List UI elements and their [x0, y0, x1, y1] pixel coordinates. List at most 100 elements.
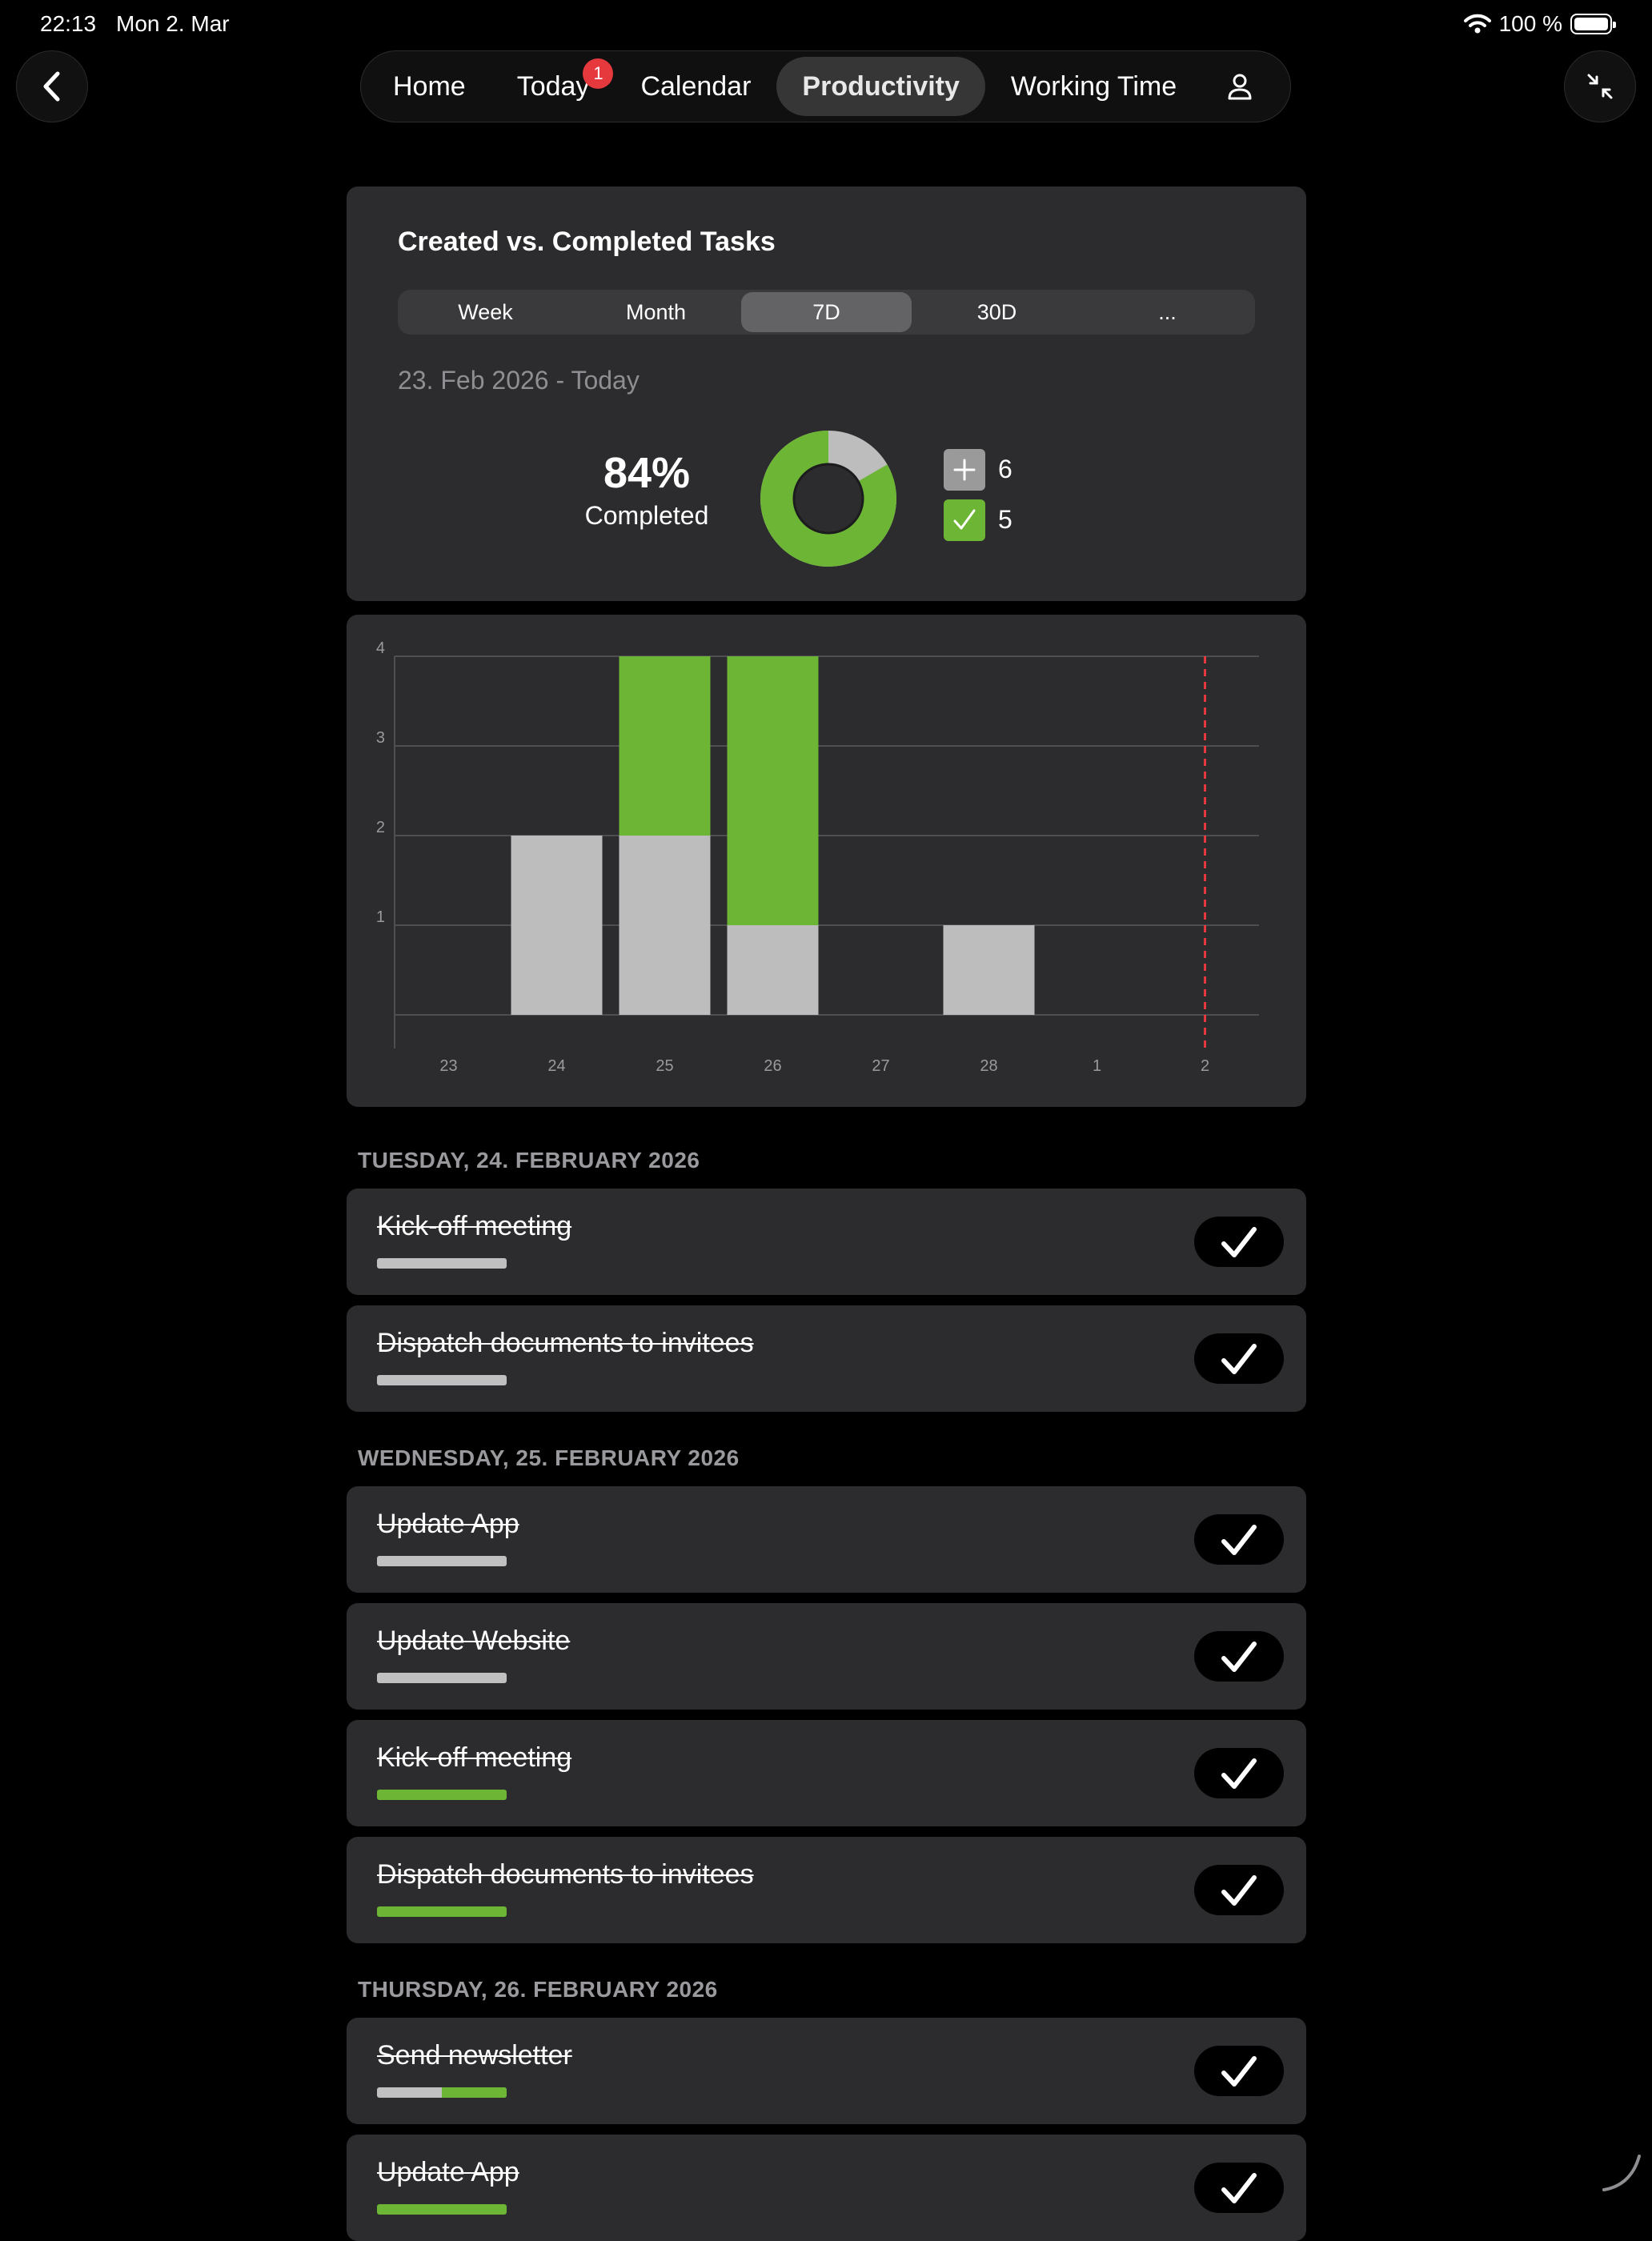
checkmark-icon: [1219, 1639, 1259, 1674]
day-header: WEDNESDAY, 25. FEBRUARY 2026: [358, 1445, 740, 1471]
task-progress-bar: [377, 1258, 507, 1269]
x-tick-label: 1: [1093, 1057, 1101, 1075]
completed-count: 5: [998, 505, 1012, 535]
x-tick-label: 26: [764, 1057, 781, 1075]
tab-home[interactable]: Home: [367, 57, 491, 116]
period-selector: Week Month 7D 30D ...: [398, 290, 1255, 335]
bar-segment: [944, 925, 1035, 1015]
period-30d[interactable]: 30D: [912, 292, 1082, 332]
x-tick-label: 2: [1201, 1057, 1209, 1075]
plus-icon: [952, 457, 977, 483]
status-indicators: 100 %: [1464, 11, 1612, 37]
period-month[interactable]: Month: [571, 292, 741, 332]
bar-segment: [620, 836, 711, 1015]
completed-legend-icon: [944, 499, 985, 541]
completion-donut: [756, 427, 900, 571]
bar-segment: [728, 925, 819, 1015]
bar-segment: [728, 656, 819, 925]
tab-today-label: Today: [517, 71, 590, 102]
task-title: Dispatch documents to invitees: [377, 1859, 754, 1890]
bar-segment: [511, 836, 603, 1015]
battery-icon: [1570, 14, 1612, 34]
task-row[interactable]: Update Website: [347, 1603, 1306, 1710]
y-tick-label: 3: [376, 729, 385, 747]
task-title: Send newsletter: [377, 2040, 572, 2071]
completed-label: Completed: [560, 501, 733, 531]
checkmark-icon: [1219, 2171, 1259, 2206]
task-row[interactable]: Kick-off meeting: [347, 1720, 1306, 1826]
task-row[interactable]: Kick-off meeting: [347, 1189, 1306, 1295]
x-tick-label: 23: [439, 1057, 457, 1075]
complete-toggle[interactable]: [1194, 2046, 1284, 2096]
complete-toggle[interactable]: [1194, 1748, 1284, 1798]
task-row[interactable]: Send newsletter: [347, 2018, 1306, 2124]
checkmark-icon: [1219, 1873, 1259, 1908]
day-header: TUESDAY, 24. FEBRUARY 2026: [358, 1148, 700, 1173]
summary-card: Created vs. Completed Tasks Week Month 7…: [347, 186, 1306, 601]
summary-title: Created vs. Completed Tasks: [398, 227, 776, 258]
status-date: Mon 2. Mar: [116, 11, 230, 37]
complete-toggle[interactable]: [1194, 2163, 1284, 2213]
battery-percent: 100 %: [1499, 11, 1562, 37]
task-row[interactable]: Update App: [347, 2135, 1306, 2241]
task-progress-bar: [377, 2087, 507, 2098]
task-title: Kick-off meeting: [377, 1742, 571, 1774]
complete-toggle[interactable]: [1194, 1865, 1284, 1915]
day-header: THURSDAY, 26. FEBRUARY 2026: [358, 1977, 718, 2002]
chevron-left-icon: [40, 70, 64, 102]
profile-button[interactable]: [1210, 57, 1269, 116]
date-range: 23. Feb 2026 - Today: [398, 366, 640, 395]
task-title: Update App: [377, 2157, 519, 2188]
tab-productivity[interactable]: Productivity: [776, 57, 984, 116]
period-7d[interactable]: 7D: [741, 292, 912, 332]
complete-toggle[interactable]: [1194, 1217, 1284, 1267]
task-title: Dispatch documents to invitees: [377, 1328, 754, 1359]
period-more[interactable]: ...: [1082, 292, 1253, 332]
status-time: 22:13: [40, 11, 96, 37]
scroll-indicator-icon: [1599, 2150, 1644, 2195]
created-count: 6: [998, 455, 1012, 484]
x-tick-label: 28: [980, 1057, 997, 1075]
tab-calendar[interactable]: Calendar: [615, 57, 776, 116]
tab-working-time[interactable]: Working Time: [985, 57, 1202, 116]
complete-toggle[interactable]: [1194, 1333, 1284, 1384]
person-icon: [1227, 73, 1253, 100]
bar-segment: [620, 656, 711, 836]
checkmark-icon: [1219, 1225, 1259, 1260]
x-tick-label: 24: [547, 1057, 565, 1075]
checkmark-icon: [1219, 2054, 1259, 2089]
task-progress-bar: [377, 1673, 507, 1683]
checkmark-icon: [951, 507, 978, 534]
task-progress-bar: [377, 1375, 507, 1385]
back-button[interactable]: [16, 50, 88, 122]
task-progress-bar: [377, 1556, 507, 1566]
task-row[interactable]: Dispatch documents to invitees: [347, 1837, 1306, 1943]
checkmark-icon: [1219, 1522, 1259, 1557]
task-row[interactable]: Dispatch documents to invitees: [347, 1305, 1306, 1412]
wifi-icon: [1464, 14, 1491, 34]
collapse-button[interactable]: [1564, 50, 1636, 122]
task-title: Update Website: [377, 1626, 570, 1657]
created-legend-icon: [944, 449, 985, 491]
y-tick-label: 2: [376, 819, 385, 836]
arrows-collapse-icon: [1586, 72, 1614, 101]
complete-toggle[interactable]: [1194, 1631, 1284, 1682]
complete-toggle[interactable]: [1194, 1514, 1284, 1565]
task-row[interactable]: Update App: [347, 1486, 1306, 1593]
period-week[interactable]: Week: [400, 292, 571, 332]
task-progress-bar: [377, 1790, 507, 1800]
y-tick-label: 1: [376, 908, 385, 926]
task-progress-bar: [377, 2204, 507, 2215]
checkmark-icon: [1219, 1756, 1259, 1791]
checkmark-icon: [1219, 1341, 1259, 1377]
y-tick-label: 4: [376, 639, 385, 657]
x-tick-label: 25: [656, 1057, 673, 1075]
x-tick-label: 27: [872, 1057, 889, 1075]
today-badge: 1: [583, 58, 613, 89]
task-progress-bar: [377, 1906, 507, 1917]
task-title: Update App: [377, 1509, 519, 1540]
tab-today[interactable]: Today 1: [491, 57, 615, 116]
task-title: Kick-off meeting: [377, 1211, 571, 1242]
